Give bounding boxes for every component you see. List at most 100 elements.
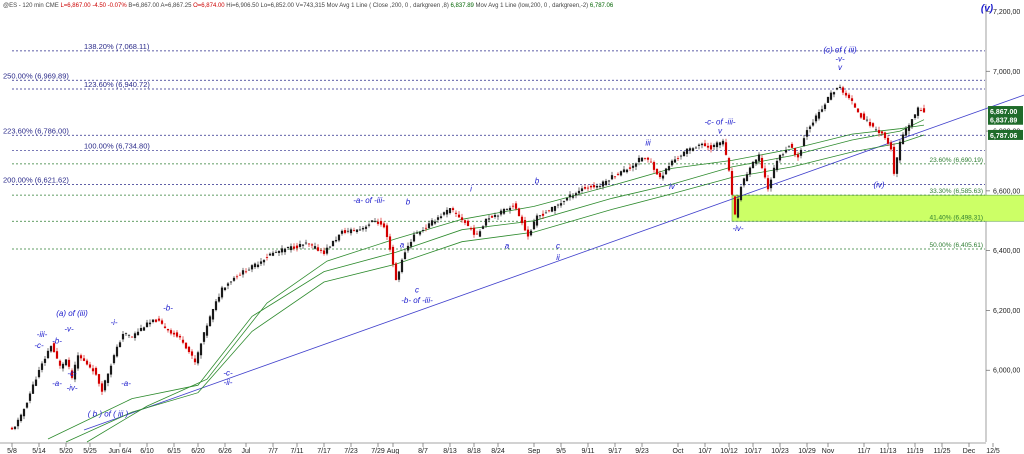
x-tick-label: 9/23: [635, 448, 649, 454]
y-axis[interactable]: 7,200,007,000,006,800,006,600,006,400,00…: [986, 9, 1020, 375]
candle-body: [604, 180, 608, 186]
candle-body: [304, 242, 308, 244]
candle-body: [436, 217, 440, 220]
candle-body: [766, 178, 770, 190]
x-tick-label: 7/29: [371, 448, 385, 454]
candle-body: [283, 248, 287, 253]
candle-body: [361, 227, 365, 230]
candle-body: [910, 119, 914, 127]
candle-body: [25, 402, 29, 408]
candle-body: [232, 277, 236, 281]
header-part: Hi=6,906.50 Lo=6,852.00 V=743,315: [225, 3, 326, 9]
candle-body: [13, 426, 17, 429]
candle-body: [223, 287, 227, 291]
x-tick-label: 5/25: [83, 448, 97, 454]
wave-label: ii: [556, 253, 560, 262]
candle-body: [352, 229, 356, 231]
candle-body: [358, 229, 362, 231]
candle-body: [826, 96, 830, 103]
candle-body: [724, 142, 728, 155]
candle-body: [106, 373, 110, 383]
candle-body: [169, 330, 173, 334]
x-tick-label: Jul: [242, 448, 251, 454]
candle-body: [790, 143, 794, 148]
target-zone-layer: [731, 194, 1024, 222]
candle-body: [457, 214, 461, 218]
candle-body: [364, 226, 368, 229]
candle-body: [16, 419, 20, 427]
candle-body: [427, 223, 431, 228]
candle-body: [19, 414, 23, 421]
wave-label: -a-: [52, 379, 62, 388]
candle-body: [235, 276, 239, 278]
candle-body: [763, 168, 767, 178]
candle-body: [922, 108, 926, 113]
candle-body: [655, 168, 659, 175]
candle-body: [190, 351, 194, 356]
candle-body: [553, 206, 557, 211]
x-tick-label: 12/5: [986, 448, 1000, 454]
header-part: @ES - 120 min CME: [3, 3, 59, 9]
candle-body: [676, 158, 680, 159]
candle-body: [115, 346, 119, 357]
x-tick-label: 7/23: [344, 448, 358, 454]
candle-body: [313, 246, 317, 249]
candle-body: [586, 187, 590, 189]
candle-body: [475, 233, 479, 235]
candle-body: [424, 227, 428, 229]
candle-body: [325, 247, 329, 254]
candle-body: [319, 250, 323, 251]
candle-body: [82, 358, 86, 361]
wave-label: -i-: [110, 318, 117, 327]
candle-body: [100, 383, 104, 392]
candle-body: [145, 322, 149, 328]
candle-body: [628, 167, 632, 169]
candle-body: [286, 246, 290, 248]
candle-body: [700, 143, 704, 146]
candle-body: [244, 271, 248, 273]
x-tick-label: 10/29: [798, 448, 816, 454]
wave-label: (a) of (iii): [56, 309, 88, 318]
candle-body: [346, 230, 350, 232]
candle-body: [409, 241, 413, 247]
x-tick-label: 8/7: [418, 448, 428, 454]
wave-label: -iii-: [37, 330, 48, 339]
candle-body: [904, 128, 908, 136]
candle-body: [835, 88, 839, 90]
candle-body: [385, 225, 389, 238]
candle-body: [613, 176, 617, 178]
wave-label: c: [415, 286, 419, 295]
x-tick-label: 6/26: [218, 448, 232, 454]
candle-body: [844, 92, 848, 96]
x-tick-label: Aug: [387, 448, 400, 454]
candlesticks: [10, 84, 926, 431]
candle-body: [565, 197, 569, 201]
candle-body: [532, 221, 536, 230]
candle-body: [916, 107, 920, 116]
candle-body: [781, 154, 785, 156]
candle-body: [292, 246, 296, 249]
price-tag-label: 6,867.00: [990, 109, 1017, 116]
candle-body: [28, 393, 32, 401]
candle-body: [832, 92, 836, 95]
candle-body: [295, 245, 299, 249]
candle-body: [559, 203, 563, 206]
candle-body: [250, 265, 254, 270]
candle-body: [919, 110, 923, 111]
x-tick-label: 7/11: [290, 448, 303, 454]
candle-body: [739, 186, 743, 201]
candle-body: [658, 173, 662, 178]
candle-body: [49, 346, 53, 352]
candle-body: [802, 138, 806, 147]
candle-body: [343, 230, 347, 233]
candle-body: [823, 104, 827, 110]
candle-body: [430, 220, 434, 226]
x-axis[interactable]: 5/8 5/14 5/20 5/25 Jun 6/4 6/10 6/15 6/20 6/26 Ju…: [7, 443, 1000, 454]
candle-body: [403, 252, 407, 260]
candle-body: [205, 325, 209, 336]
candle-body: [196, 352, 200, 364]
candle-body: [142, 327, 146, 331]
candle-body: [745, 174, 749, 182]
candle-body: [856, 108, 860, 113]
candle-body: [727, 158, 731, 171]
